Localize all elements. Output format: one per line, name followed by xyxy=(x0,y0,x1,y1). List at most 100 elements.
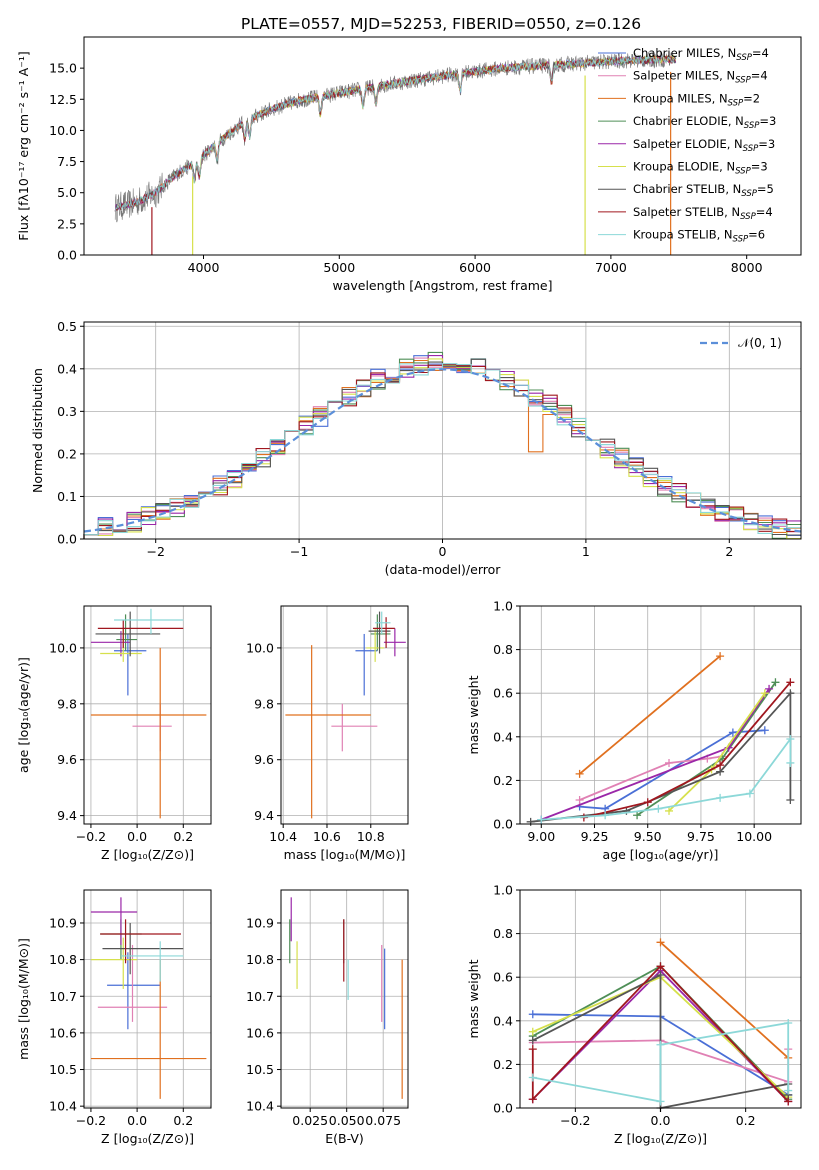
weight-marker xyxy=(786,678,795,687)
legend-subscript: SSP xyxy=(735,76,751,86)
x-tick-label: 0.0 xyxy=(127,1113,147,1128)
y-tick-label: 10.9 xyxy=(49,915,77,930)
y-tick-label: 0.6 xyxy=(493,686,513,701)
y-tick-label: 0.0 xyxy=(57,532,77,547)
x-tick-label: 9.75 xyxy=(687,829,715,844)
x-axis-label: Z [log₁₀(Z/Z⊙)] xyxy=(614,1131,707,1146)
x-tick-label: −2 xyxy=(146,544,164,559)
y-tick-label: 0.4 xyxy=(493,1013,513,1028)
legend-text: =3 xyxy=(759,114,776,128)
weight-series-line xyxy=(579,755,723,801)
y-tick-label: 10.0 xyxy=(49,640,77,655)
legend-entry: Kroupa ELODIE, NSSP=3 xyxy=(633,160,768,177)
weight-marker xyxy=(784,1086,793,1095)
y-tick-label: 0.8 xyxy=(493,926,513,941)
axes-frame xyxy=(83,889,212,1109)
y-tick-label: 5.0 xyxy=(57,185,77,200)
y-axis-label: age [log₁₀(age/yr)] xyxy=(16,657,31,773)
weight-marker xyxy=(786,734,795,743)
y-tick-label: 12.5 xyxy=(49,92,77,107)
legend-entry: Kroupa MILES, NSSP=2 xyxy=(633,91,760,108)
weight-marker xyxy=(784,1018,793,1027)
y-axis-label: Normed distribution xyxy=(30,368,45,493)
legend-subscript: SSP xyxy=(735,167,751,177)
y-axis-label: mass [log₁₀(M/M⊙)] xyxy=(16,938,31,1060)
y-tick-label: 0.4 xyxy=(493,729,513,744)
y-tick-label: 0.2 xyxy=(493,773,513,788)
weight-marker xyxy=(745,789,754,798)
weight-marker xyxy=(575,796,584,805)
y-tick-label: 9.8 xyxy=(254,696,274,711)
observed-spectrum-line xyxy=(114,51,674,223)
x-tick-label: 0.025 xyxy=(292,1113,328,1128)
x-tick-label: 1 xyxy=(582,544,590,559)
weight-marker xyxy=(633,811,642,820)
panel-mass-Z: −0.2 0.0 0.2 10.4 10.5 10.6 10.7 10.8 10.9 Z [log… xyxy=(16,889,212,1146)
y-tick-label: 10.9 xyxy=(246,915,274,930)
x-tick-label: 0.050 xyxy=(329,1113,365,1128)
legend-entry: Chabrier STELIB, NSSP=5 xyxy=(633,182,774,199)
y-tick-label: 10.7 xyxy=(246,989,274,1004)
legend-text: =3 xyxy=(751,160,768,174)
weight-marker xyxy=(528,1010,537,1019)
axes-frame xyxy=(519,605,802,825)
x-tick-label: 4000 xyxy=(188,260,220,275)
x-tick-label: 0.2 xyxy=(736,1113,756,1128)
weight-marker xyxy=(656,971,665,980)
weight-marker xyxy=(526,817,535,826)
x-tick-label: 7000 xyxy=(595,260,627,275)
plot-data xyxy=(526,652,795,826)
legend-text: Kroupa ELODIE, N xyxy=(633,160,735,174)
x-tick-label: −1 xyxy=(290,544,308,559)
weight-series-line xyxy=(583,681,792,819)
weight-marker xyxy=(665,806,674,815)
plot-data xyxy=(114,51,677,255)
legend-text: =5 xyxy=(757,182,774,196)
legend-text: Salpeter MILES, N xyxy=(633,69,735,83)
x-tick-label: 2 xyxy=(725,544,733,559)
weight-marker xyxy=(716,652,725,661)
x-tick-label: 0.2 xyxy=(173,829,193,844)
y-tick-label: 15.0 xyxy=(49,61,77,76)
weight-marker xyxy=(601,811,610,820)
x-tick-label: 10.4 xyxy=(269,829,297,844)
x-tick-label: 0.0 xyxy=(127,829,147,844)
plot-data xyxy=(90,897,207,1099)
x-tick-label: 9.00 xyxy=(527,829,555,844)
y-tick-label: 0.8 xyxy=(493,642,513,657)
y-tick-label: 10.8 xyxy=(49,952,77,967)
legend-text: =6 xyxy=(748,228,765,242)
plot-data xyxy=(528,938,793,1112)
plot-data xyxy=(289,897,403,1099)
y-tick-label: 9.4 xyxy=(57,808,77,823)
y-tick-label: 0.0 xyxy=(493,1101,513,1116)
y-tick-label: 0.2 xyxy=(57,446,77,461)
weight-marker xyxy=(786,689,795,698)
y-tick-label: 9.6 xyxy=(57,752,77,767)
y-tick-label: 10.4 xyxy=(246,1099,274,1114)
legend-subscript: SSP xyxy=(743,144,759,154)
y-tick-label: 0.4 xyxy=(57,361,77,376)
legend-text: Kroupa MILES, N xyxy=(633,91,728,105)
weight-marker xyxy=(760,689,769,698)
legend-entry: Kroupa STELIB, NSSP=6 xyxy=(633,228,765,245)
spectrum-series-line xyxy=(114,55,677,212)
weight-marker xyxy=(728,728,737,737)
axes-frame xyxy=(83,605,212,825)
figure-title: PLATE=0557, MJD=52253, FIBERID=0550, z=0… xyxy=(241,15,641,33)
plot-data xyxy=(83,351,802,540)
y-tick-label: 1.0 xyxy=(493,599,513,614)
panel-spectrum: 4000 5000 6000 7000 8000 0.0 2.5 5.0 7.5 10.0 12.5… xyxy=(16,36,802,293)
legend-text: =2 xyxy=(743,91,760,105)
x-tick-label: 9.50 xyxy=(634,829,662,844)
y-tick-label: 10.6 xyxy=(246,1025,274,1040)
x-axis-label: mass [log₁₀(M/M⊙)] xyxy=(284,847,406,862)
legend-text: =4 xyxy=(756,205,773,219)
legend-text: Salpeter ELODIE, N xyxy=(633,137,743,151)
weight-marker xyxy=(656,1040,665,1049)
y-tick-label: 2.5 xyxy=(57,216,77,231)
legend-text: Chabrier MILES, N xyxy=(633,46,736,60)
x-axis-label: age [log₁₀(age/yr)] xyxy=(603,847,719,862)
legend-entry: Salpeter MILES, NSSP=4 xyxy=(633,69,768,86)
legend-text: =4 xyxy=(751,69,768,83)
